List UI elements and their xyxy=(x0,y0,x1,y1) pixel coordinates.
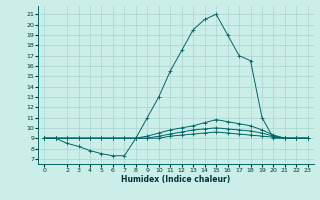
X-axis label: Humidex (Indice chaleur): Humidex (Indice chaleur) xyxy=(121,175,231,184)
